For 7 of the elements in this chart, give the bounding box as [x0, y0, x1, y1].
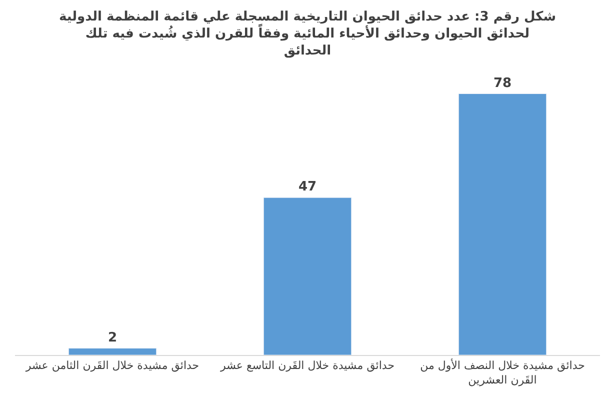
x-tick-label: حدائق مشيدة خلال القَرن الثامن عشر	[24, 359, 200, 372]
x-tick-label: حدائق مشيدة خلال القَرن التاسع عشر	[220, 359, 394, 372]
data-label: 78	[493, 76, 512, 91]
chart-title: شكل رقم 3: عدد حدائق الحيوان التاريخية المسجلة علي قائمة المنظمة الدولية لحدائق الحيوان وحدائق الأحياء المائية وفقاً للقرن الذي شُيدت فيه تلك الحدائق	[58, 10, 556, 58]
x-tick-label: حدائق مشيدة خلال النصف الأول من القَرن العشرين	[420, 358, 585, 386]
data-label: 47	[298, 180, 317, 195]
data-label: 2	[108, 330, 118, 346]
